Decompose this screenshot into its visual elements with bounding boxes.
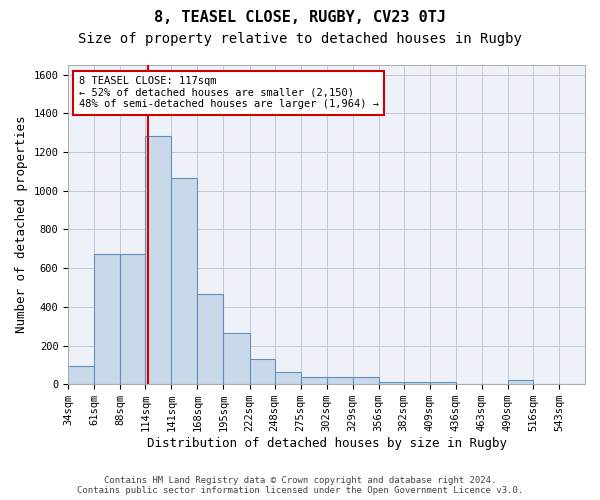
Bar (145, 136, 172, 384)
Bar (508, 380, 533, 384)
Bar (68, 366, 94, 384)
Bar (197, 294, 223, 384)
Bar (250, 359, 275, 384)
Bar (172, 178, 197, 384)
Y-axis label: Number of detached properties: Number of detached properties (15, 116, 28, 334)
Text: 8, TEASEL CLOSE, RUGBY, CV23 0TJ: 8, TEASEL CLOSE, RUGBY, CV23 0TJ (154, 10, 446, 25)
Bar (223, 333, 250, 384)
Text: Size of property relative to detached houses in Rugby: Size of property relative to detached ho… (78, 32, 522, 46)
Bar (379, 382, 404, 384)
X-axis label: Distribution of detached houses by size in Rugby: Distribution of detached houses by size … (146, 437, 506, 450)
Bar (430, 382, 456, 384)
Bar (326, 378, 353, 384)
Bar (121, 254, 145, 384)
Bar (301, 378, 326, 384)
Text: Contains HM Land Registry data © Crown copyright and database right 2024.
Contai: Contains HM Land Registry data © Crown c… (77, 476, 523, 495)
Bar (404, 382, 430, 384)
Bar (353, 378, 379, 384)
Bar (275, 372, 301, 384)
Text: 8 TEASEL CLOSE: 117sqm
← 52% of detached houses are smaller (2,150)
48% of semi-: 8 TEASEL CLOSE: 117sqm ← 52% of detached… (79, 76, 379, 110)
Bar (94, 254, 121, 384)
